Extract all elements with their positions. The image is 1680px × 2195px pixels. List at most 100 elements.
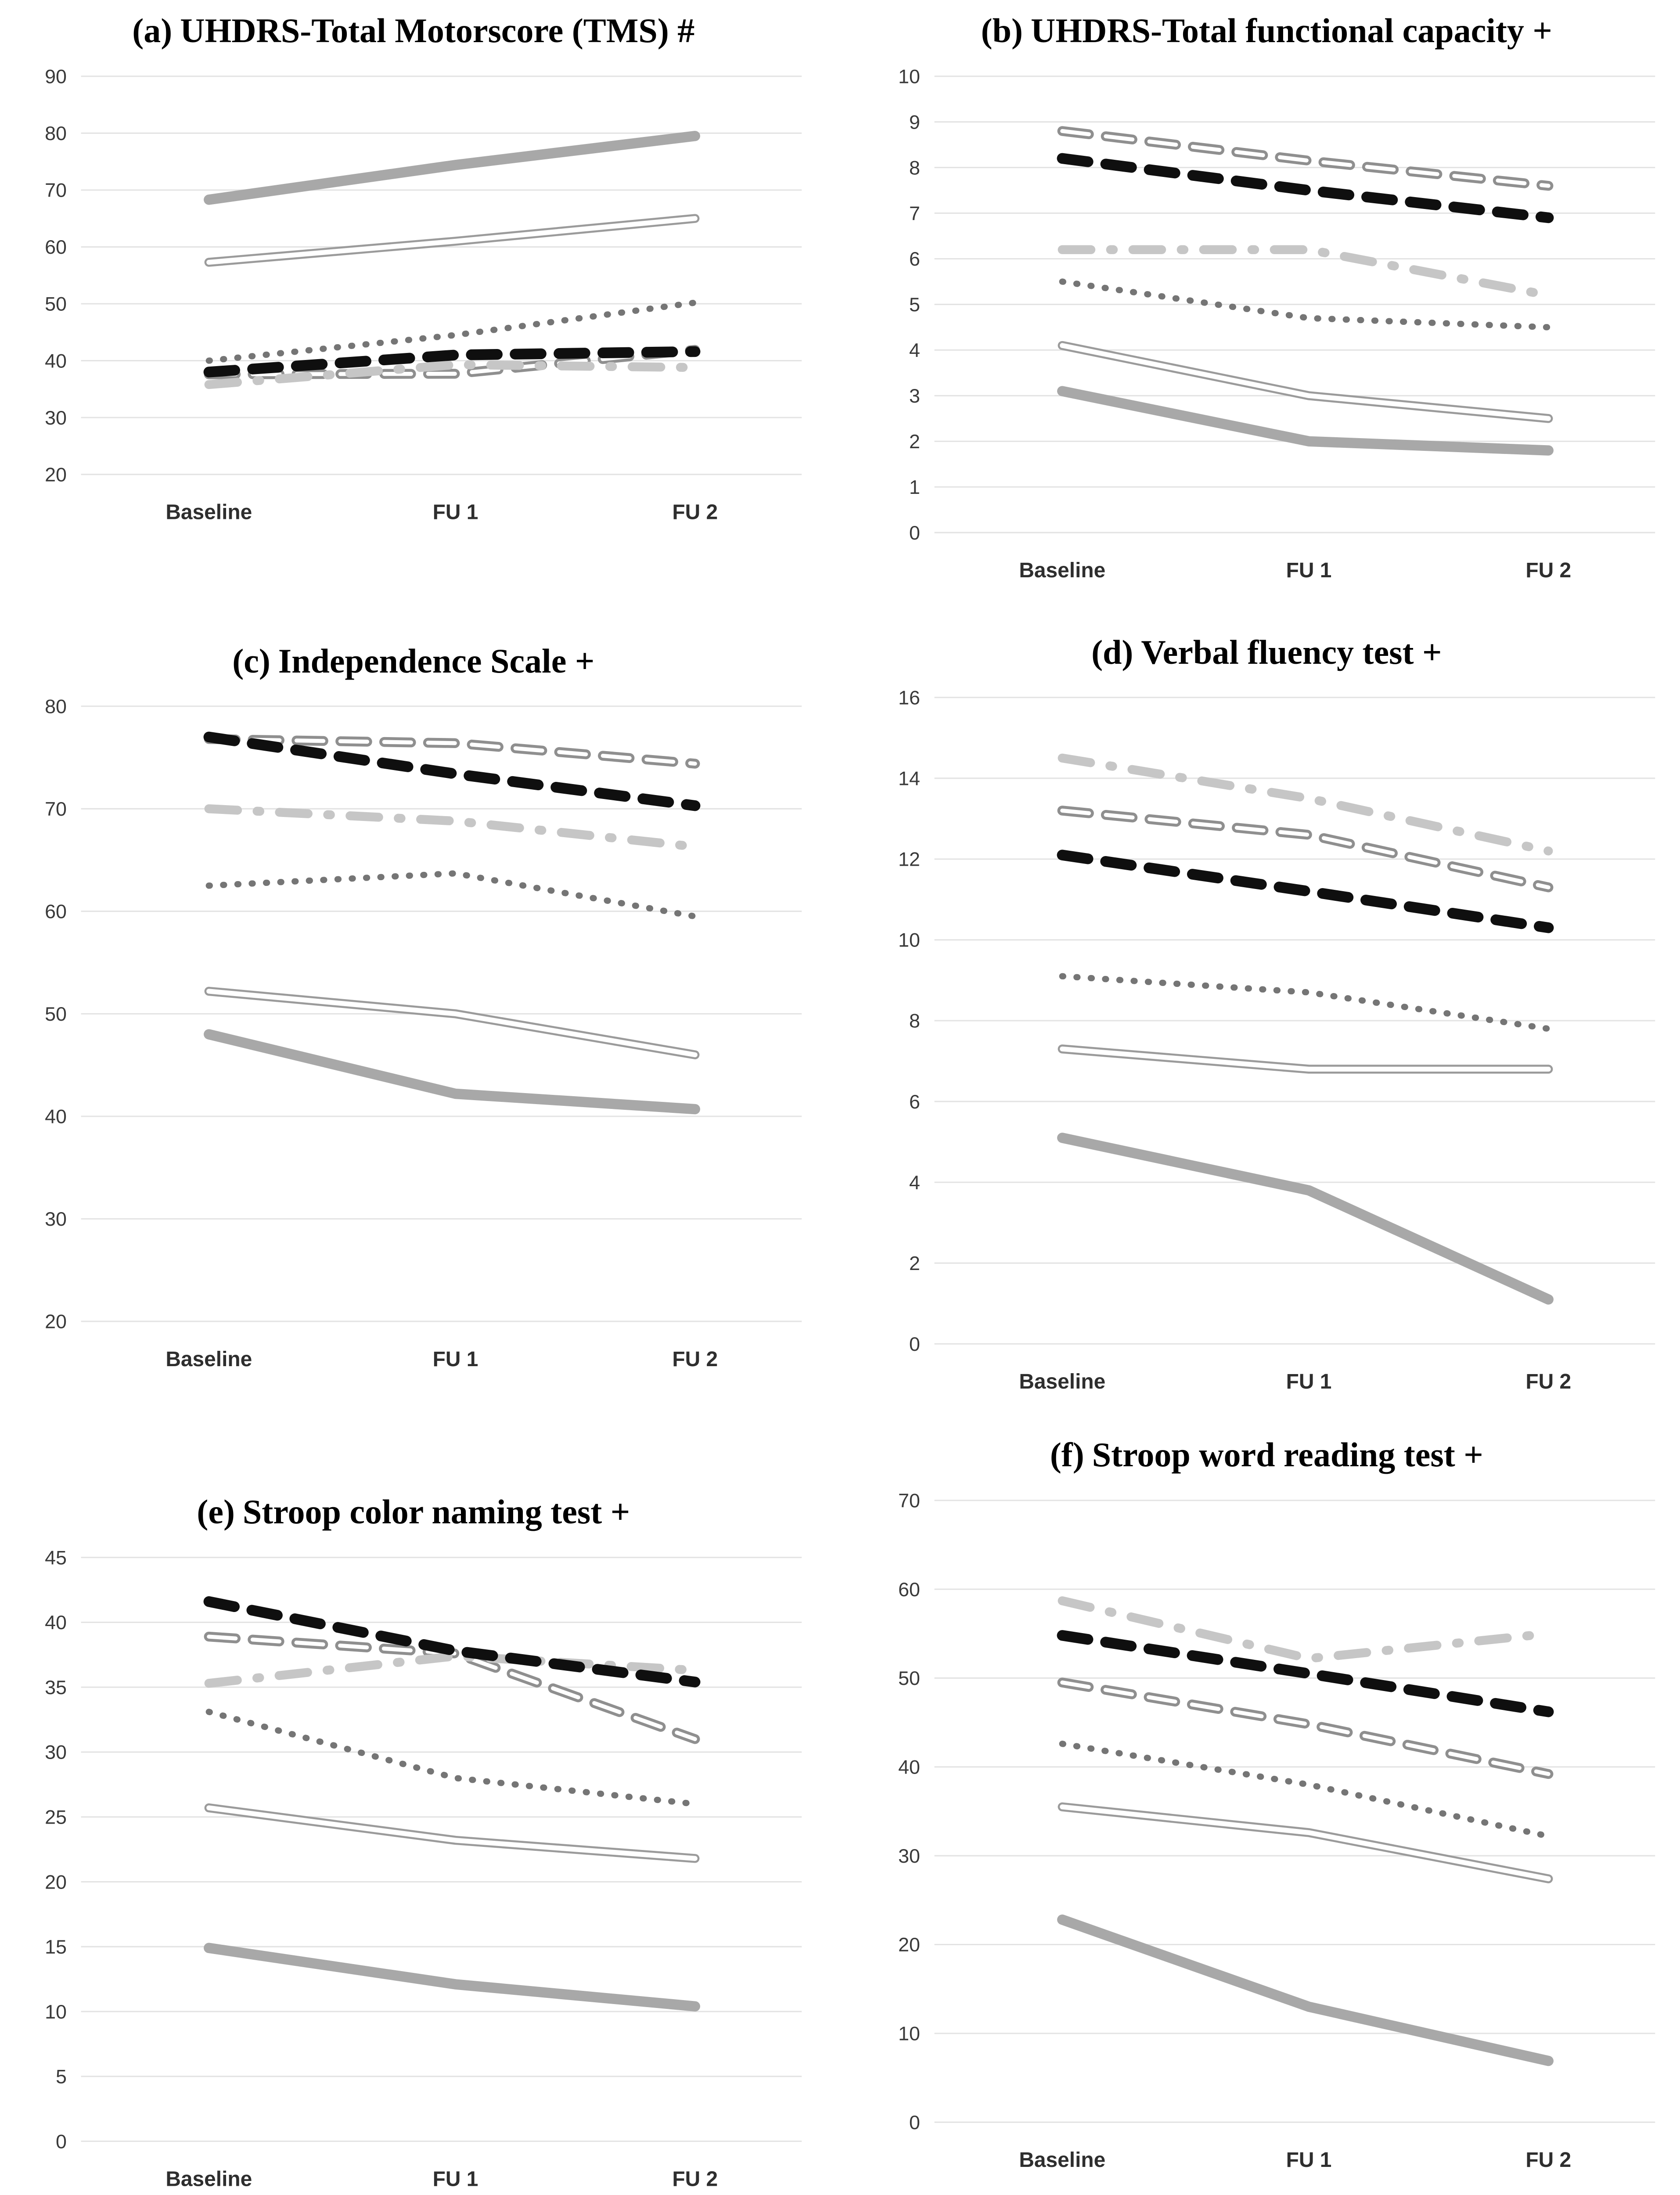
panel-b: (b) UHDRS-Total functional capacity + 10 9… [873,11,1661,597]
panel-f: (f) Stroop word reading test + 70 60 50 40 30… [873,1435,1661,2195]
chart-svg-a: 90 80 70 60 50 40 30 20 Baseline FU 1 FU 2 [45,65,802,524]
y-tick-label: 45 [45,1546,67,1569]
series-dotted-dark-gray [1059,973,1551,1032]
y-tick-label: 8 [909,156,920,179]
y-tick-label: 20 [45,1871,67,1893]
y-tick-label: 20 [45,1310,67,1333]
y-tick-label: 15 [45,1936,67,1958]
series-dotted-dark-gray [1059,1741,1551,1839]
series-thick-solid-gray [204,1943,700,2011]
series-dashed-black [203,1596,701,1688]
x-category-label: FU 2 [1525,2148,1571,2172]
x-category-label: FU 1 [1286,1370,1331,1393]
series-outlined-solid-gray [1059,1804,1551,1882]
y-tick-label: 4 [909,339,920,361]
series-dashed-black [203,346,701,378]
panel-d-title: (d) Verbal fluency test + [873,633,1661,672]
series-dashdot-light-gray [1058,753,1553,856]
panel-a-title-text: UHDRS-Total Motorscore (TMS) # [180,11,695,50]
y-tick-label: 40 [45,1105,67,1128]
chart-svg-e: 45 40 35 30 25 20 15 10 5 0 Baseline FU 1 FU 2 [45,1546,802,2191]
y-tick-label: 40 [45,1611,67,1634]
y-tick-label: 2 [909,430,920,453]
series-dashdot-light-gray [204,360,700,389]
y-tick-label: 6 [909,1090,920,1113]
series-outlined-solid-gray [206,989,698,1058]
x-category-label: FU 2 [1525,559,1571,582]
y-tick-label: 16 [898,687,920,709]
y-tick-label: 80 [45,695,67,718]
series-outlined-solid-gray [1059,1047,1551,1072]
panel-b-chart: 10 9 8 7 6 5 4 3 2 1 0 Baseline FU 1 FU 2 [873,58,1661,597]
y-tick-label: 10 [898,65,920,87]
panel-f-title-text: Stroop word reading test + [1092,1436,1483,1474]
panel-d-label: (d) [1091,633,1133,671]
y-tick-label: 4 [909,1171,920,1194]
series-dotted-dark-gray [205,1709,698,1807]
panel-c: (c) Independence Scale + 80 70 60 50 40 30 20 Ba… [20,641,807,1409]
y-tick-label: 0 [909,1333,920,1355]
y-tick-label: 35 [45,1676,67,1698]
x-category-label: FU 2 [672,2168,718,2191]
y-tick-label: 70 [898,1489,920,1511]
x-category-label: FU 1 [1286,559,1331,582]
series-dashed-black [1057,849,1554,933]
y-tick-label: 30 [45,1741,67,1763]
y-tick-label: 6 [909,248,920,270]
series-dotted-dark-gray [1059,278,1551,331]
y-tick-label: 9 [909,111,920,133]
series-outlined-solid-gray [204,987,700,1060]
y-tick-label: 10 [45,2001,67,2023]
panel-a-title: (a) UHDRS-Total Motorscore (TMS) # [20,11,807,50]
y-tick-label: 40 [45,349,67,372]
series-thick-solid-gray [1057,385,1554,456]
series-thick-solid-gray [204,1029,700,1115]
y-tick-label: 10 [898,2022,920,2045]
y-tick-label: 0 [909,522,920,544]
x-category-label: FU 2 [672,1348,718,1371]
series-hollow-dashed-gray [207,1634,697,1742]
chart-svg-f: 70 60 50 40 30 20 10 0 Baseline FU 1 FU 2 [898,1489,1655,2172]
y-tick-label: 20 [45,463,67,486]
panel-b-title: (b) UHDRS-Total functional capacity + [873,11,1661,50]
y-tick-label: 5 [56,2065,67,2088]
series-dashdot-light-gray [204,1652,700,1688]
y-tick-label: 12 [898,848,920,871]
y-tick-label: 1 [909,476,920,498]
series-outlined-solid-gray [1059,343,1551,421]
panel-f-title: (f) Stroop word reading test + [873,1435,1661,1475]
y-tick-label: 0 [56,2130,67,2152]
y-tick-label: 70 [45,798,67,820]
panel-b-title-text: UHDRS-Total functional capacity + [1031,11,1552,50]
y-tick-label: 30 [45,407,67,429]
panel-d-title-text: Verbal fluency test + [1141,633,1442,671]
y-tick-label: 60 [898,1578,920,1601]
series-dotted-dark-gray [205,870,698,920]
x-category-label: Baseline [165,1348,252,1371]
panel-e-chart: 45 40 35 30 25 20 15 10 5 0 Baseline FU 1 FU 2 [20,1540,807,2195]
x-category-label: FU 1 [433,500,478,524]
panel-f-label: (f) [1050,1436,1084,1474]
series-outlined-solid-gray [1058,1802,1553,1883]
y-tick-label: 50 [45,292,67,315]
x-category-label: FU 1 [1286,2148,1331,2172]
panel-c-label: (c) [232,641,270,680]
panel-e-title-text: Stroop color naming test + [242,1493,630,1531]
series-dashed-black [203,731,701,811]
y-tick-label: 14 [898,767,920,790]
series-outlined-solid-gray [206,216,698,265]
series-outlined-solid-gray [206,1805,698,1861]
series-outlined-solid-gray [1058,1044,1553,1074]
series-thick-solid-gray [1057,1133,1554,1305]
x-category-label: FU 2 [672,500,718,524]
series-hollow-dashed-gray [1060,1680,1550,1776]
y-tick-label: 90 [45,65,67,87]
panel-e-label: (e) [197,1493,235,1531]
y-tick-label: 70 [45,179,67,201]
series-dashed-black [1057,1630,1554,1717]
panel-d: (d) Verbal fluency test + 16 14 12 10 8 6 4 2 0 Ba… [873,633,1661,1409]
panel-c-title: (c) Independence Scale + [20,641,807,681]
panel-f-chart: 70 60 50 40 30 20 10 0 Baseline FU 1 FU 2 [873,1483,1661,2187]
y-tick-label: 50 [898,1667,920,1689]
